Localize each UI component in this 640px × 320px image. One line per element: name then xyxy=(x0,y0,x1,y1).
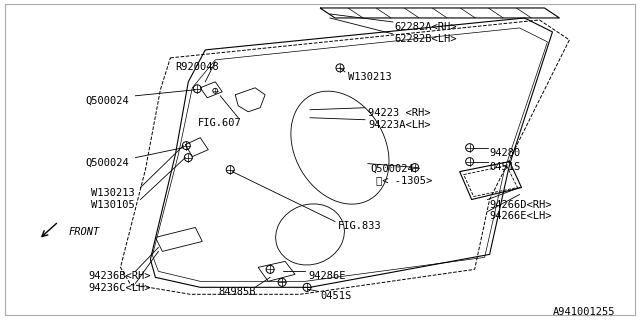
Text: 94286E: 94286E xyxy=(308,271,346,281)
Text: Q500024: Q500024 xyxy=(370,164,413,174)
Text: 0451S: 0451S xyxy=(320,291,351,301)
Text: 94266E<LH>: 94266E<LH> xyxy=(490,212,552,221)
Text: 84985B: 84985B xyxy=(218,287,256,297)
Text: Q500024: Q500024 xyxy=(86,158,129,168)
Text: 94236B<RH>: 94236B<RH> xyxy=(88,271,151,281)
Text: W130105: W130105 xyxy=(90,200,134,210)
Text: 94266D<RH>: 94266D<RH> xyxy=(490,200,552,210)
Text: 0451S: 0451S xyxy=(490,162,521,172)
Text: A941001255: A941001255 xyxy=(552,307,615,317)
Text: FIG.833: FIG.833 xyxy=(338,221,381,231)
Text: R920048: R920048 xyxy=(175,62,219,72)
Text: 94236C<LH>: 94236C<LH> xyxy=(88,283,151,293)
Text: 62282A<RH>: 62282A<RH> xyxy=(395,22,458,32)
Text: 94223 <RH>: 94223 <RH> xyxy=(368,108,430,118)
Text: Q500024: Q500024 xyxy=(86,96,129,106)
Text: W130213: W130213 xyxy=(348,72,392,82)
Text: 94280: 94280 xyxy=(490,148,521,158)
Text: ※< -1305>: ※< -1305> xyxy=(376,176,432,186)
Text: FIG.607: FIG.607 xyxy=(198,118,242,128)
Text: 94223A<LH>: 94223A<LH> xyxy=(368,120,430,130)
Text: 62282B<LH>: 62282B<LH> xyxy=(395,34,458,44)
Text: W130213: W130213 xyxy=(90,188,134,197)
Text: FRONT: FRONT xyxy=(68,228,100,237)
